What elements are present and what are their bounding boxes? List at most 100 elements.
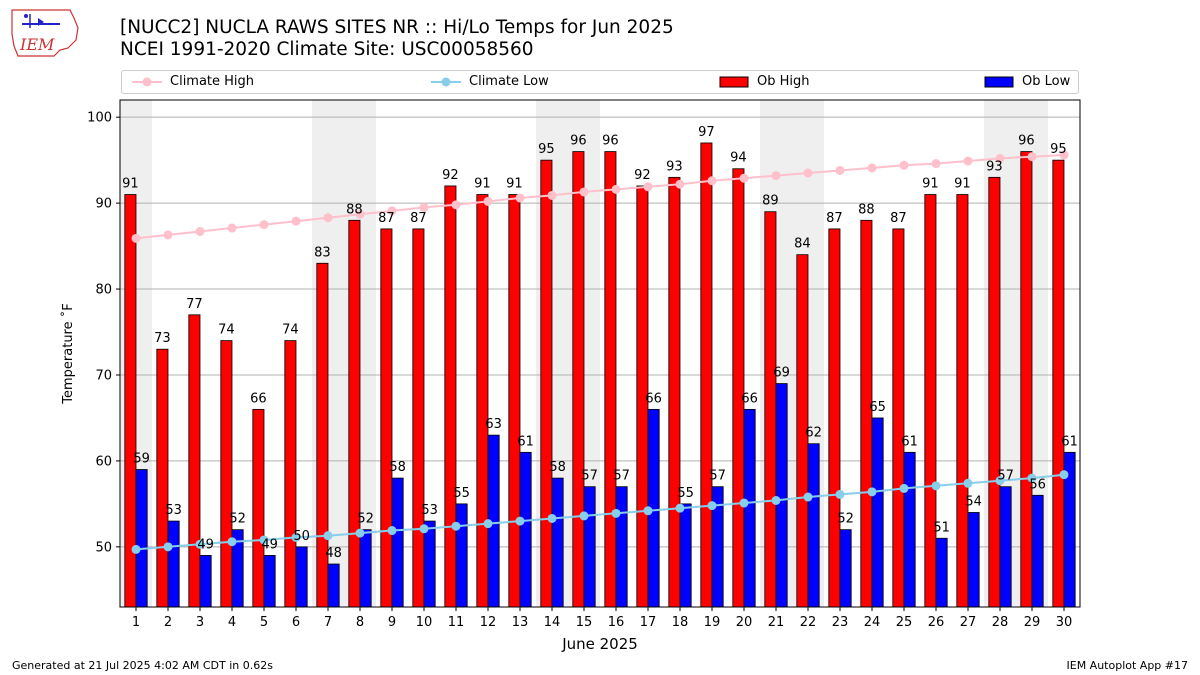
ob-low-bar [775, 383, 788, 608]
climate-low-point [291, 532, 301, 542]
climate-high-point [547, 190, 557, 200]
ob-high-bar [572, 151, 585, 608]
climate-low-point [259, 535, 269, 545]
ob-high-label: 94 [730, 151, 747, 166]
ob-low-label: 53 [421, 503, 438, 518]
climate-low-point [899, 483, 909, 493]
x-tick-label: 4 [228, 615, 236, 630]
x-tick-label: 12 [480, 615, 497, 630]
climate-high-point [739, 173, 749, 183]
x-tick-label: 13 [512, 615, 529, 630]
ob-low-bar [519, 451, 532, 608]
ob-high-bar [988, 176, 1001, 608]
ob-high-bar [476, 194, 489, 608]
climate-low-point [483, 519, 493, 529]
ob-high-bar [732, 168, 745, 608]
climate-low-point [995, 476, 1005, 486]
ob-high-label: 83 [314, 245, 331, 260]
climate-low-point [739, 498, 749, 508]
ob-low-bar [263, 555, 276, 608]
ob-low-label: 49 [197, 537, 214, 552]
weekend-shade [312, 100, 344, 607]
y-tick-label: 60 [95, 454, 112, 469]
x-tick-label: 18 [672, 615, 689, 630]
climate-low-point [931, 481, 941, 491]
x-tick-label: 10 [416, 615, 433, 630]
ob-high-label: 73 [154, 331, 171, 346]
y-tick-label: 50 [95, 540, 112, 555]
plot-frame [119, 99, 1081, 608]
ob-high-label: 87 [378, 211, 395, 226]
climate-low-line [135, 473, 1065, 551]
ob-high-bar [892, 228, 905, 608]
ob-low-label: 55 [453, 486, 470, 501]
ob-low-bar [743, 408, 756, 608]
ob-high-bar [796, 254, 809, 608]
climate-low-point [163, 542, 173, 552]
climate-low-point [355, 528, 365, 538]
ob-high-bar [924, 194, 937, 608]
ob-low-label: 57 [997, 469, 1014, 484]
ob-low-label: 57 [613, 469, 630, 484]
climate-low-point [515, 516, 525, 526]
ob-high-label: 96 [1018, 134, 1035, 149]
footer-generated: Generated at 21 Jul 2025 4:02 AM CDT in … [12, 659, 273, 672]
ob-high-label: 96 [602, 134, 619, 149]
ob-high-label: 91 [922, 177, 939, 192]
climate-high-point [355, 209, 365, 219]
climate-low-line-icon [431, 77, 461, 86]
ob-low-swatch-icon [984, 76, 1014, 87]
climate-high-point [451, 200, 461, 210]
x-tick-label: 19 [704, 615, 721, 630]
ob-low-label: 55 [677, 486, 694, 501]
weekend-shade [568, 100, 600, 607]
title-line-1: [NUCC2] NUCLA RAWS SITES NR :: Hi/Lo Tem… [120, 17, 674, 38]
ob-high-label: 97 [698, 125, 715, 140]
ob-low-bar [647, 408, 660, 608]
ob-high-bar [700, 142, 713, 608]
ob-low-label: 58 [389, 460, 406, 475]
ob-high-bar [156, 348, 169, 608]
title-line-2: NCEI 1991-2020 Climate Site: USC00058560 [120, 39, 534, 60]
ob-high-label: 91 [474, 177, 491, 192]
climate-low-point [707, 501, 717, 511]
ob-low-bar [903, 451, 916, 608]
x-tick-label: 28 [992, 615, 1009, 630]
ob-low-bar [871, 417, 884, 608]
logo-text: IEM [19, 35, 55, 54]
ob-high-label: 88 [858, 202, 875, 217]
climate-high-point [291, 216, 301, 226]
ob-low-label: 56 [1029, 477, 1046, 492]
climate-low-point [611, 508, 621, 518]
ob-low-label: 58 [549, 460, 566, 475]
ob-low-bar [1031, 494, 1044, 608]
x-tick-label: 16 [608, 615, 625, 630]
climate-high-point [803, 168, 813, 178]
ob-low-bar [807, 443, 820, 608]
ob-high-bar [252, 408, 265, 608]
ob-high-bar [636, 185, 649, 608]
ob-high-bar [380, 228, 393, 608]
chart-title: [NUCC2] NUCLA RAWS SITES NR :: Hi/Lo Tem… [120, 17, 674, 61]
x-tick-label: 2 [164, 615, 172, 630]
climate-high-point [867, 163, 877, 173]
ob-low-bar [999, 486, 1012, 608]
legend-ob-low: Ob Low [984, 74, 1070, 89]
ob-low-label: 53 [165, 503, 182, 518]
ob-high-bar [828, 228, 841, 608]
climate-low-point [323, 531, 333, 541]
ob-high-bar [124, 194, 137, 608]
y-axis-label: Temperature ˚F [60, 303, 76, 404]
climate-high-point [707, 176, 717, 186]
x-tick-label: 22 [800, 615, 817, 630]
climate-low-point [131, 544, 141, 554]
x-tick-label: 9 [388, 615, 396, 630]
ob-high-label: 74 [282, 323, 299, 338]
ob-low-label: 61 [901, 434, 918, 449]
ob-high-bar [604, 151, 617, 608]
weekend-shade [120, 100, 152, 607]
climate-high-point [899, 160, 909, 170]
ob-high-bar [412, 228, 425, 608]
legend-climate-low: Climate Low [431, 74, 549, 89]
